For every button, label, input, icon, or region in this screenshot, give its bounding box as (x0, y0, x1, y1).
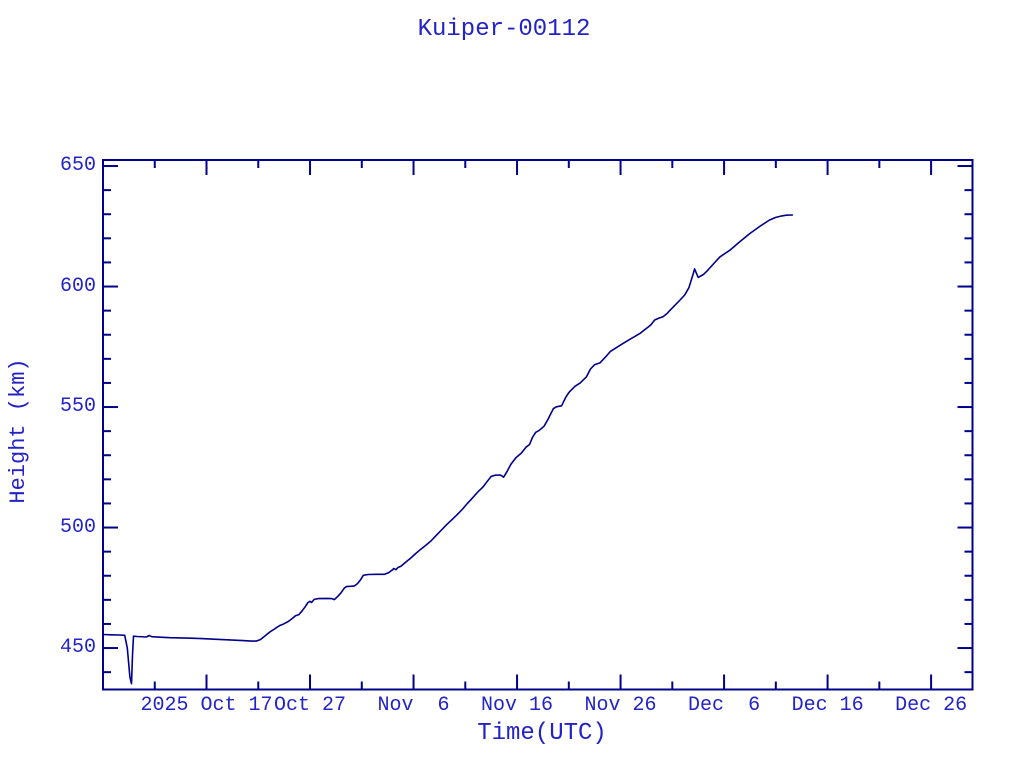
y-tick-label: 550 (59, 395, 96, 419)
x-tick-label: Oct 27 (274, 694, 347, 717)
y-axis-title: Height (km) (6, 358, 31, 504)
x-tick-label: Nov 16 (481, 694, 554, 717)
y-tick-label: 600 (59, 274, 96, 298)
x-tick-label: Dec 6 (688, 694, 761, 717)
x-axis-title: Time(UTC) (477, 720, 607, 747)
height-curve (102, 214, 794, 685)
y-tick-label: 650 (59, 154, 96, 178)
x-tick-label: Dec 26 (895, 694, 968, 717)
plot-box (102, 159, 974, 691)
y-tick-label: 450 (59, 636, 96, 660)
y-tick-label: 500 (59, 515, 96, 539)
x-tick-label: Nov 6 (377, 694, 450, 717)
x-tick-label: Nov 26 (584, 694, 657, 717)
x-tick-label: Dec 16 (791, 694, 864, 717)
x-tick-label: 2025 Oct 17 (140, 694, 273, 717)
chart-title: Kuiper-00112 (417, 16, 591, 43)
